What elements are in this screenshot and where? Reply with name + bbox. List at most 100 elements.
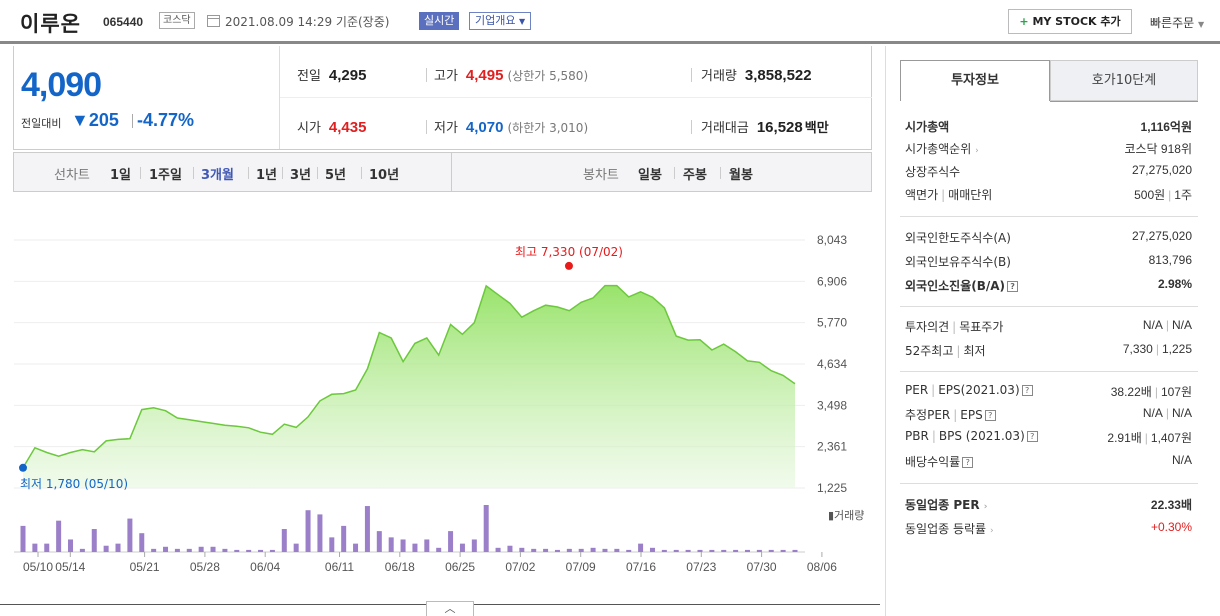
foreign-holding-label: 외국인보유주식수(B) <box>905 255 1011 269</box>
separator <box>720 167 721 179</box>
tab-monthly[interactable]: 월봉 <box>729 168 753 183</box>
volume-bar <box>685 549 691 552</box>
add-mystock-button[interactable]: + MY STOCK 추가 <box>1008 9 1132 34</box>
est-per-label: 추정PER <box>905 408 951 422</box>
x-tick-label: 07/16 <box>626 560 656 574</box>
volume-bar <box>554 549 560 552</box>
volume-bar <box>32 543 38 552</box>
chevron-down-icon: ▼ <box>518 17 526 26</box>
info-tabs: 투자정보 호가10단계 <box>900 60 1198 101</box>
est-per-row: 추정PER | EPS? N/A | N/A <box>905 406 1192 426</box>
tab-daily[interactable]: 일봉 <box>638 168 662 183</box>
volume-bar <box>186 548 192 552</box>
opinion-value: N/A <box>1142 318 1163 332</box>
industry-change-value: +0.30% <box>1150 520 1192 534</box>
volume-bar <box>721 549 727 552</box>
est-per-value: N/A <box>1142 406 1163 420</box>
opinion-labels: 투자의견 | 목표주가 <box>905 320 1004 334</box>
separator <box>426 120 427 134</box>
par-value-label: 액면가 <box>905 188 939 202</box>
x-tick-label: 05/21 <box>130 560 160 574</box>
volume-bar <box>210 546 216 552</box>
per-value: 38.22배 <box>1110 385 1152 399</box>
section-divider <box>900 216 1198 217</box>
help-icon[interactable]: ? <box>984 410 996 421</box>
low-price: 저가 4,070 (하한가 3,010) <box>434 117 588 136</box>
eps-label: EPS(2021.03) <box>938 383 1020 397</box>
open-label: 시가 <box>297 121 321 136</box>
separator <box>361 167 362 179</box>
separator <box>193 167 194 179</box>
volume-legend: ▮거래량 <box>828 509 864 522</box>
y-tick-label: 6,906 <box>817 274 847 288</box>
max-label: 최고 7,330 (07/02) <box>515 245 623 259</box>
volume-bar <box>459 543 465 552</box>
tab-1d[interactable]: 1일 <box>110 168 132 183</box>
help-icon[interactable]: ? <box>1021 385 1033 396</box>
quick-order-link[interactable]: 빠른주문 ▼ <box>1150 14 1204 31</box>
realtime-button[interactable]: 실시간 <box>419 12 460 30</box>
pbr-label: PBR <box>905 429 929 443</box>
y-tick-label: 5,770 <box>817 316 847 330</box>
volume-bar <box>543 548 549 552</box>
market-cap-label: 시가총액 <box>905 120 950 134</box>
week52-high-label: 52주최고 <box>905 344 954 358</box>
section-divider <box>900 371 1198 372</box>
trade-unit-value: 1주 <box>1174 188 1192 202</box>
tab-3y[interactable]: 3년 <box>290 168 312 183</box>
prev-close-value: 4,295 <box>328 67 367 84</box>
company-overview-label: 기업개요 <box>475 14 516 27</box>
company-overview-dropdown[interactable]: 기업개요 ▼ <box>469 12 532 30</box>
foreign-limit-value: 27,275,020 <box>1131 229 1192 243</box>
volume-bar <box>661 549 667 552</box>
calendar-icon <box>207 15 220 27</box>
industry-per-link[interactable]: 동일업종 PER › <box>905 496 987 513</box>
volume-bar <box>293 543 299 552</box>
target-price-label: 목표주가 <box>959 320 1004 334</box>
help-icon[interactable]: ? <box>962 457 974 468</box>
bps-label: BPS (2021.03) <box>938 429 1025 443</box>
x-tick-label: 05/10 <box>23 560 53 574</box>
x-tick-label: 07/30 <box>747 560 777 574</box>
volume-bar <box>269 549 275 552</box>
industry-per-label: 동일업종 PER <box>905 498 980 512</box>
trade-amount: 거래대금 16,528 백만 <box>701 117 829 136</box>
section-divider <box>900 483 1198 484</box>
volume-bar <box>566 548 572 552</box>
tab-3m[interactable]: 3개월 <box>201 168 234 183</box>
low-label: 저가 <box>434 121 458 136</box>
tab-5y[interactable]: 5년 <box>325 168 347 183</box>
amount-unit: 백만 <box>804 121 829 136</box>
tab-10y[interactable]: 10년 <box>369 168 400 183</box>
x-tick-label: 08/06 <box>807 560 837 574</box>
tab-1w[interactable]: 1주일 <box>149 168 182 183</box>
foreign-holding-value: 813,796 <box>1148 253 1192 267</box>
help-icon[interactable]: ? <box>1026 431 1038 442</box>
volume-bar <box>103 545 109 552</box>
tab-weekly[interactable]: 주봉 <box>683 168 707 183</box>
bps-value: 1,407원 <box>1150 431 1192 445</box>
market-cap-rank-link[interactable]: 시가총액순위 › <box>905 140 979 157</box>
tab-1y[interactable]: 1년 <box>256 168 278 183</box>
tab-investment-info[interactable]: 투자정보 <box>900 60 1050 101</box>
line-chart-label: 선차트 <box>54 168 90 183</box>
foreign-holding-row: 외국인보유주식수(B) 813,796 <box>905 253 1192 273</box>
price-area <box>23 285 795 488</box>
collapse-chart-button[interactable]: ︿ <box>426 601 474 616</box>
pbr-row: PBR | BPS (2021.03)? 2.91배 | 1,407원 <box>905 429 1192 449</box>
volume-bar <box>198 546 204 552</box>
x-tick-label: 07/02 <box>505 560 535 574</box>
opinion-values: N/A | N/A <box>1142 318 1192 332</box>
market-cap-rank-label: 시가총액순위 <box>905 142 972 156</box>
tab-orderbook-10[interactable]: 호가10단계 <box>1050 60 1198 101</box>
separator <box>691 68 692 82</box>
prev-close-label: 전일 <box>297 69 321 84</box>
volume-bar <box>709 549 715 552</box>
industry-change-link[interactable]: 동일업종 등락률 › <box>905 520 994 537</box>
volume-bar <box>519 547 525 552</box>
help-icon[interactable]: ? <box>1007 281 1019 292</box>
amount-value: 16,528 <box>756 119 803 136</box>
x-tick-label: 07/09 <box>566 560 596 574</box>
volume-bar <box>483 505 489 552</box>
per-row: PER | EPS(2021.03)? 38.22배 | 107원 <box>905 383 1192 403</box>
